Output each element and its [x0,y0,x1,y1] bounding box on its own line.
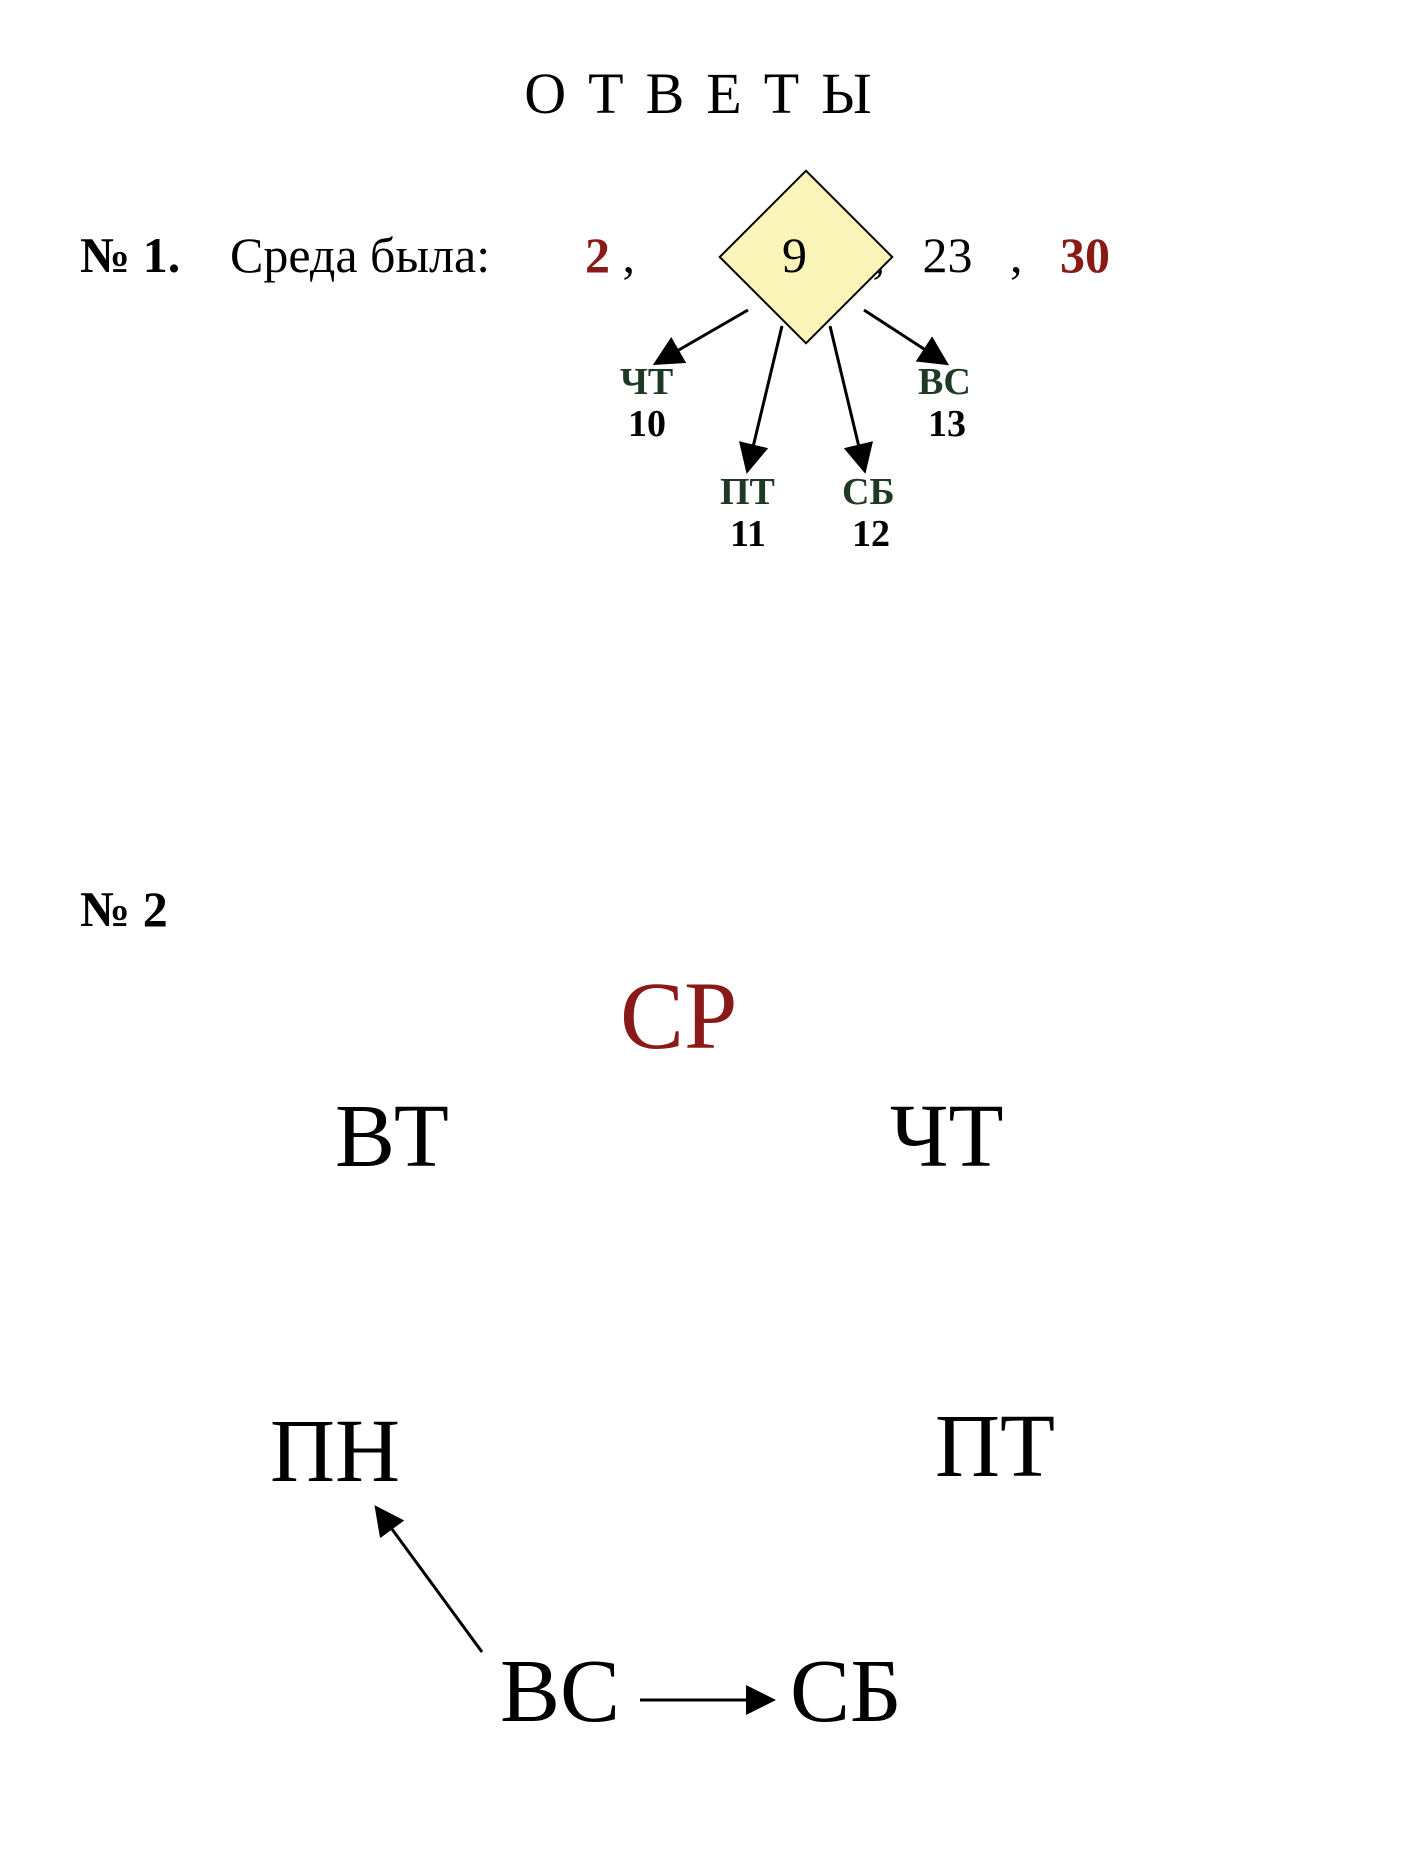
p1-num-friday: 11 [730,512,766,556]
p1-val-0: 2 [585,227,610,283]
p1-num-thursday: 10 [628,402,666,446]
p2-day-vt: ВТ [335,1085,449,1188]
p1-day-friday: ПТ [720,470,775,514]
p2-day-cht: ЧТ [890,1085,1003,1188]
problem-1-prompt: Среда была: [230,226,490,284]
p1-sep-0: , [623,227,636,283]
p1-val-3: 23 [923,227,973,283]
p1-day-thursday: ЧТ [620,360,673,404]
p2-day-pn: ПН [270,1400,400,1503]
p1-day-sunday: ВС [918,360,971,404]
problem-2-label: № 2 [80,880,168,938]
p2-day-pt: ПТ [935,1395,1055,1498]
p1-sep-3: , [1010,227,1023,283]
p1-num-saturday: 12 [852,512,890,556]
p2-day-sr: СР [620,960,737,1071]
problem-1-label: № 1. [80,226,180,284]
p1-num-sunday: 13 [928,402,966,446]
p1-val-4: 30 [1060,227,1110,283]
p2-day-sb: СБ [790,1640,902,1743]
diamond-value: 9 [782,226,807,284]
p2-day-vs: ВС [500,1640,620,1743]
page-title: ОТВЕТЫ [0,60,1418,127]
p1-day-saturday: СБ [842,470,895,514]
